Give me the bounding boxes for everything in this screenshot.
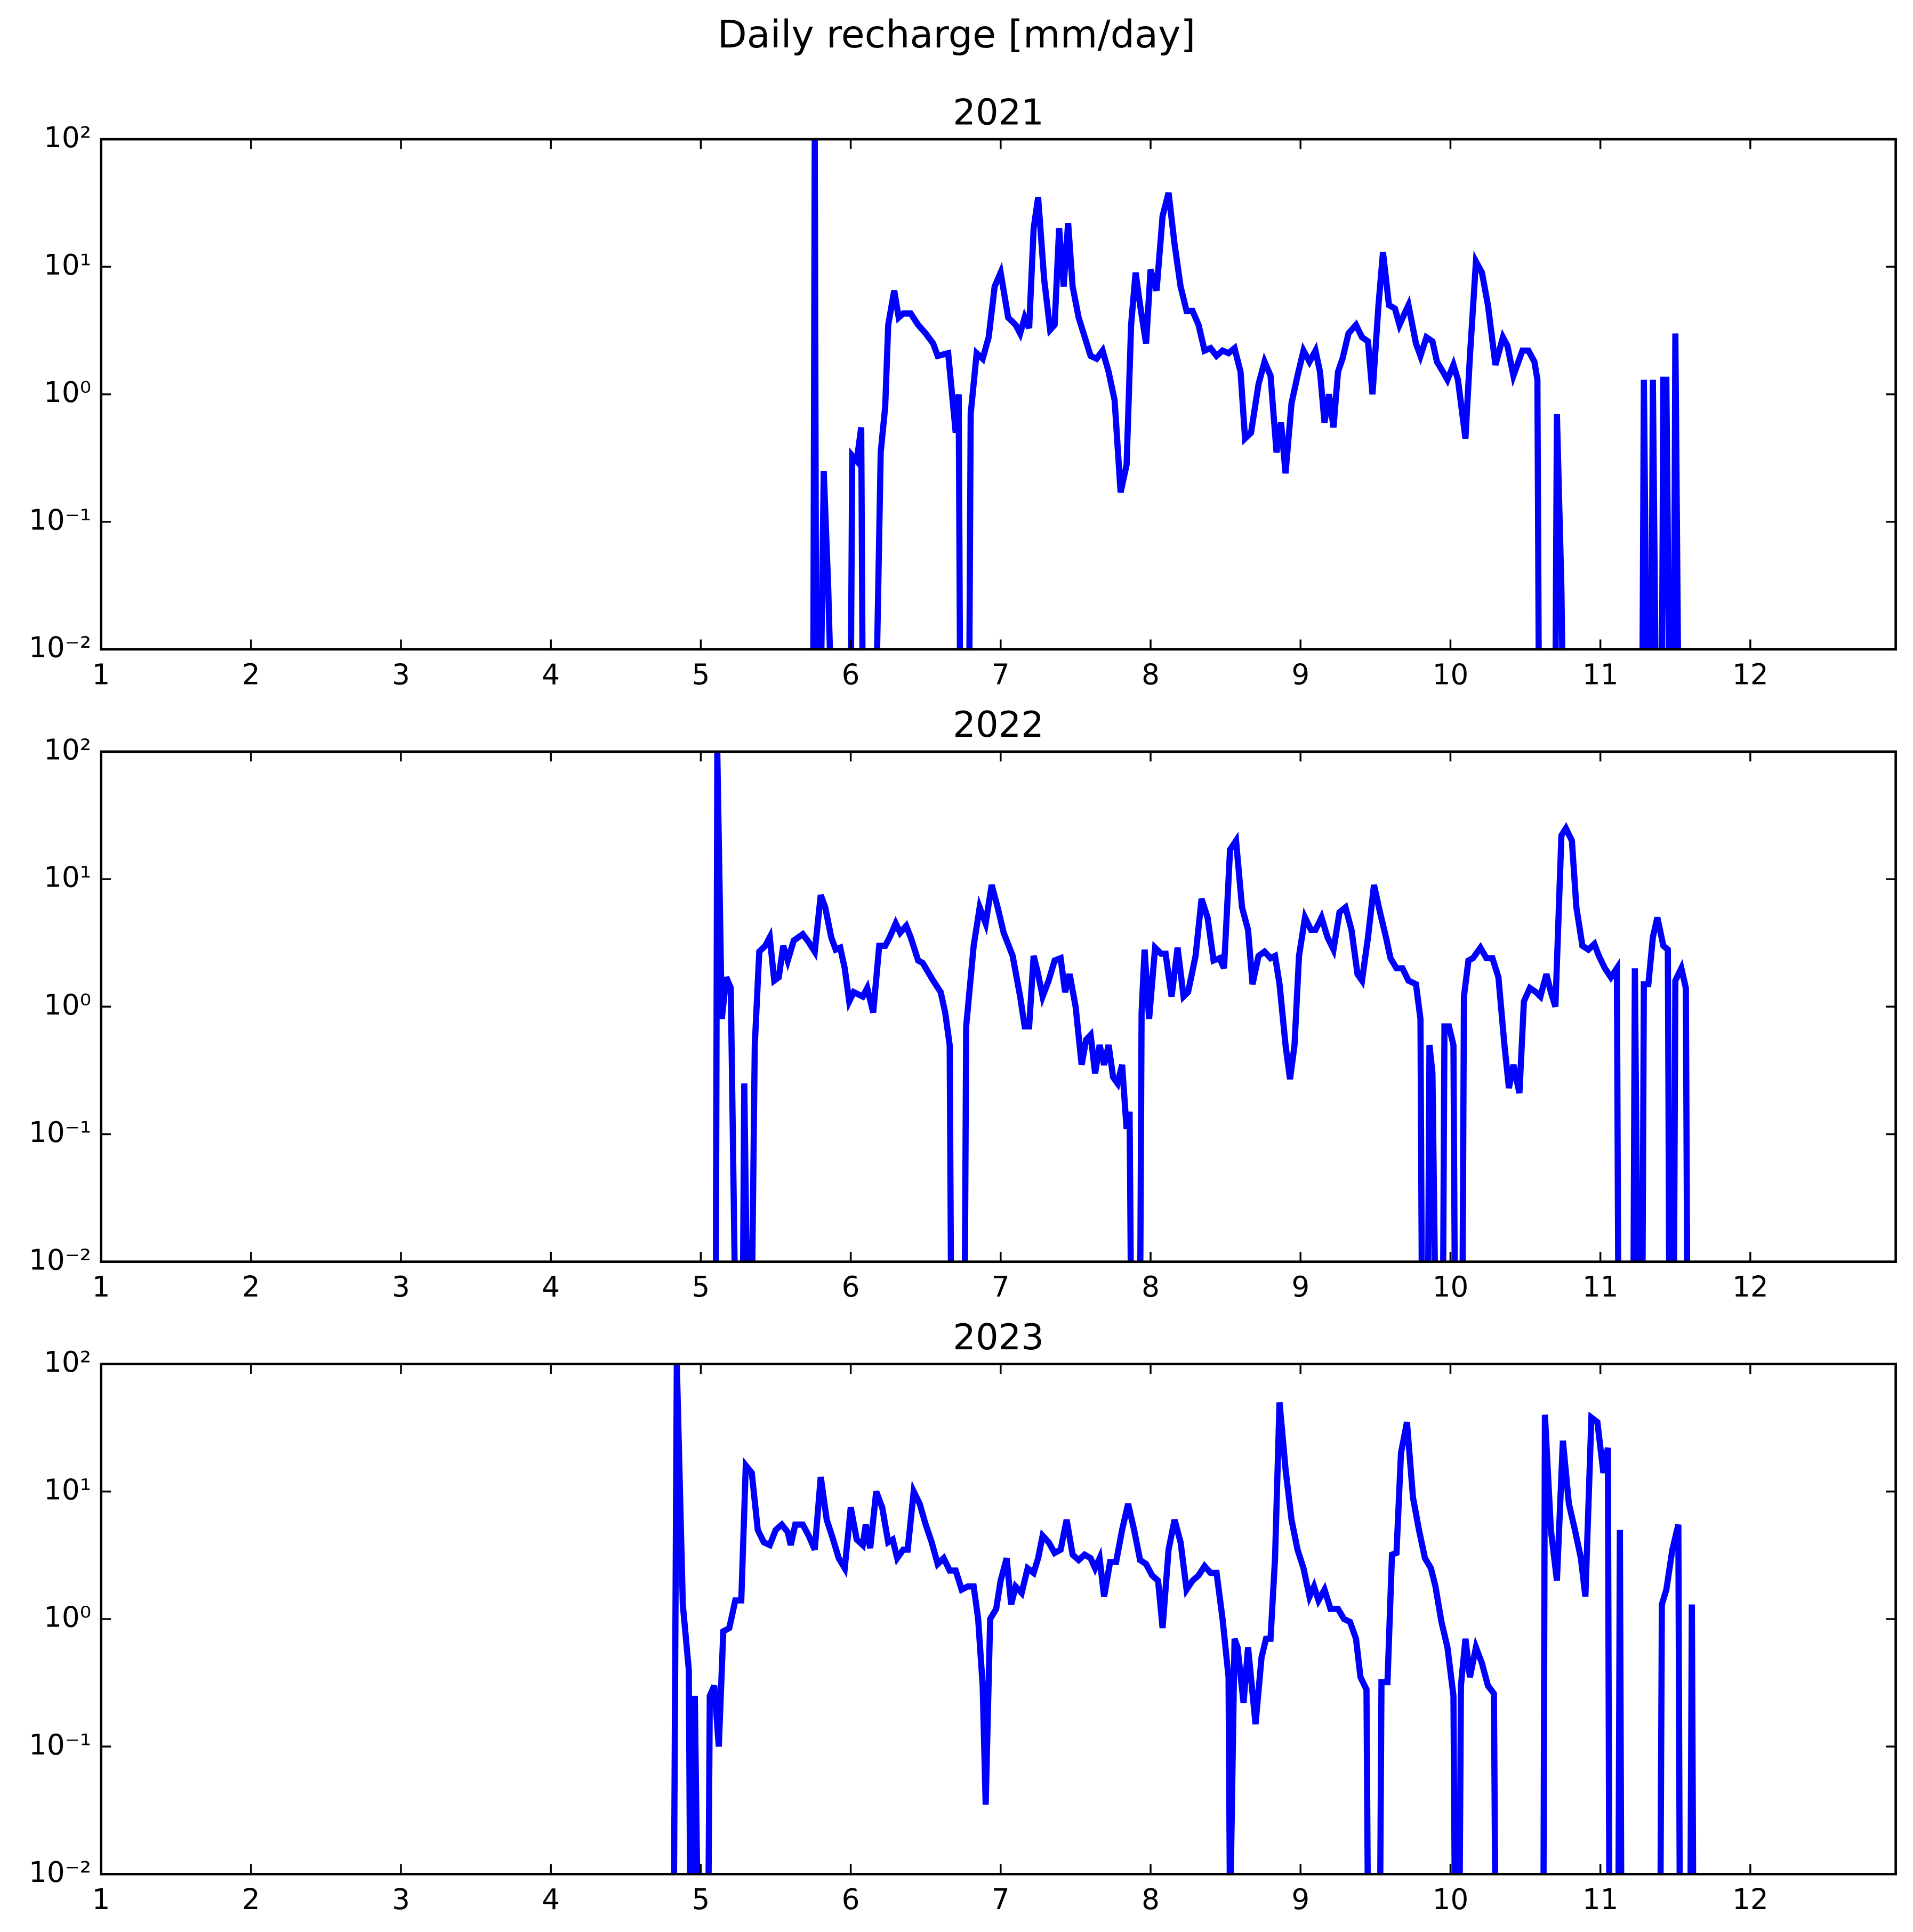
x-tick-label: 8 xyxy=(1142,1883,1160,1916)
x-tick-label: 5 xyxy=(692,658,710,691)
y-tick-label: 10⁻² xyxy=(29,1243,91,1276)
y-tick-label: 10¹ xyxy=(44,861,91,894)
subplot-title: 2023 xyxy=(953,1316,1044,1358)
y-tick-label: 10⁻¹ xyxy=(29,1728,91,1761)
x-tick-label: 7 xyxy=(992,658,1010,691)
subplot-title: 2022 xyxy=(953,704,1044,745)
y-tick-label: 10⁻² xyxy=(29,631,91,664)
x-tick-label: 11 xyxy=(1582,1883,1619,1916)
x-tick-label: 8 xyxy=(1142,1270,1160,1303)
x-tick-label: 4 xyxy=(542,1883,560,1916)
y-tick-label: 10² xyxy=(44,1346,91,1379)
x-tick-label: 2 xyxy=(242,1270,260,1303)
x-tick-label: 3 xyxy=(392,1270,410,1303)
x-tick-label: 1 xyxy=(92,658,110,691)
x-tick-label: 6 xyxy=(842,1883,860,1916)
x-tick-label: 5 xyxy=(692,1270,710,1303)
y-tick-label: 10⁻² xyxy=(29,1856,91,1889)
y-tick-label: 10¹ xyxy=(44,248,91,281)
x-tick-label: 3 xyxy=(392,658,410,691)
subplot-title: 2021 xyxy=(953,91,1044,133)
x-tick-label: 6 xyxy=(842,1270,860,1303)
y-tick-label: 10² xyxy=(44,121,91,154)
y-tick-label: 10⁰ xyxy=(44,1601,91,1634)
y-tick-label: 10⁰ xyxy=(44,988,91,1021)
x-tick-label: 12 xyxy=(1732,658,1769,691)
x-tick-label: 9 xyxy=(1291,658,1309,691)
recharge-line xyxy=(712,751,1691,1262)
x-tick-label: 10 xyxy=(1433,1883,1469,1916)
x-tick-label: 11 xyxy=(1582,658,1619,691)
x-tick-label: 11 xyxy=(1582,1270,1619,1303)
x-tick-label: 7 xyxy=(992,1270,1010,1303)
x-tick-label: 1 xyxy=(92,1883,110,1916)
y-tick-label: 10¹ xyxy=(44,1473,91,1506)
x-tick-label: 3 xyxy=(392,1883,410,1916)
x-tick-label: 2 xyxy=(242,658,260,691)
x-tick-label: 4 xyxy=(542,1270,560,1303)
recharge-line xyxy=(671,1364,1697,1874)
x-tick-label: 9 xyxy=(1291,1883,1309,1916)
y-tick-label: 10⁰ xyxy=(44,376,91,409)
x-tick-label: 7 xyxy=(992,1883,1010,1916)
x-tick-label: 10 xyxy=(1433,1270,1469,1303)
x-tick-label: 8 xyxy=(1142,658,1160,691)
y-tick-label: 10⁻¹ xyxy=(29,1116,91,1149)
recharge-line xyxy=(810,139,1681,650)
figure-title: Daily recharge [mm/day] xyxy=(718,12,1196,57)
x-tick-label: 12 xyxy=(1732,1270,1769,1303)
x-tick-label: 2 xyxy=(242,1883,260,1916)
y-tick-label: 10² xyxy=(44,733,91,766)
x-tick-label: 10 xyxy=(1433,658,1469,691)
x-tick-label: 1 xyxy=(92,1270,110,1303)
x-tick-label: 12 xyxy=(1732,1883,1769,1916)
x-tick-label: 6 xyxy=(842,658,860,691)
x-tick-label: 9 xyxy=(1291,1270,1309,1303)
x-tick-label: 4 xyxy=(542,658,560,691)
y-tick-label: 10⁻¹ xyxy=(29,503,91,536)
x-tick-label: 5 xyxy=(692,1883,710,1916)
